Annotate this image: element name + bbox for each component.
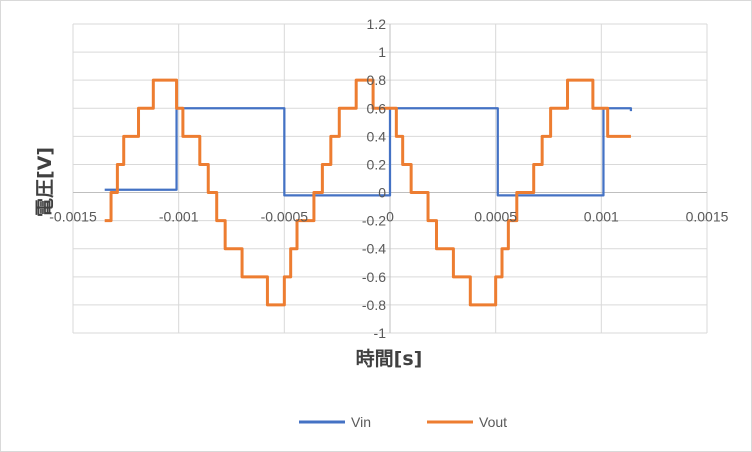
x-tick-label: -0.0005 xyxy=(261,209,309,225)
y-tick-label: -1 xyxy=(374,325,387,341)
x-tick-label: 0.001 xyxy=(584,209,619,225)
y-tick-label: 0.8 xyxy=(367,72,387,88)
y-tick-label: 0.4 xyxy=(367,128,387,144)
x-tick-label: 0 xyxy=(386,209,394,225)
y-tick-labels: -1 -0.8 -0.6 -0.4 -0.2 0 0.2 0.4 0.6 0.8 1 1.2 xyxy=(362,16,386,341)
y-tick-label: 1.2 xyxy=(367,16,387,32)
y-tick-label: -0.8 xyxy=(362,297,386,313)
x-tick-label: 0.0015 xyxy=(686,209,729,225)
legend-label-vin: Vin xyxy=(351,414,371,430)
legend: Vin Vout xyxy=(299,414,507,430)
x-axis-title: 時間[s] xyxy=(356,348,423,370)
x-tick-label: 0.0005 xyxy=(474,209,517,225)
y-axis-title: 電圧[V] xyxy=(34,147,56,217)
x-tick-label: -0.0015 xyxy=(49,209,97,225)
x-tick-labels: -0.0015 -0.001 -0.0005 0 0.0005 0.001 0.0015 xyxy=(49,209,728,225)
y-tick-label: -0.2 xyxy=(362,213,386,229)
y-tick-label: 0.2 xyxy=(367,156,387,172)
y-tick-label: 0 xyxy=(378,185,386,201)
y-tick-label: -0.6 xyxy=(362,269,386,285)
series-line-vout xyxy=(104,78,631,307)
series-lines xyxy=(104,78,633,307)
y-tick-label: -0.4 xyxy=(362,241,386,257)
y-tick-label: 1 xyxy=(378,44,386,60)
legend-label-vout: Vout xyxy=(479,414,507,430)
x-tick-label: -0.001 xyxy=(159,209,199,225)
y-tick-label: 0.6 xyxy=(367,100,387,116)
